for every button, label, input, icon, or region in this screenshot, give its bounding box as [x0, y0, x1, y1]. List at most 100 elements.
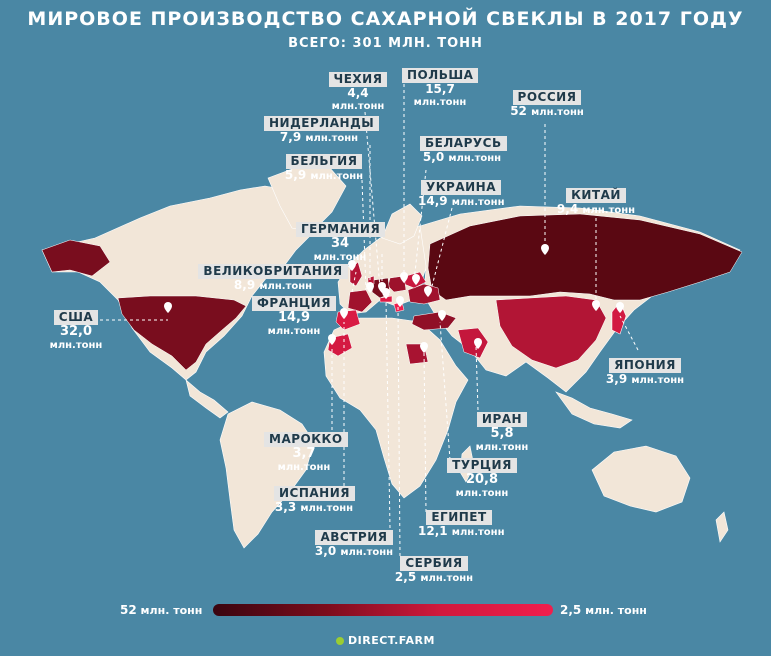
- callout-turkey: ТУРЦИЯ 20,8 млн.тонн: [444, 456, 520, 500]
- japan-value: 3,9: [605, 371, 628, 386]
- egypt-unit: млн.тонн: [451, 526, 505, 538]
- location-pin-icon: [616, 302, 624, 313]
- location-pin-icon: [396, 296, 404, 307]
- leader-austria: [385, 299, 391, 529]
- spain-unit: млн.тонн: [300, 502, 354, 514]
- austria-unit: млн.тонн: [340, 546, 394, 558]
- morocco-name: МАРОККО: [264, 432, 348, 447]
- russia-shape: [427, 213, 743, 301]
- uk-name: ВЕЛИКОБРИТАНИЯ: [198, 264, 348, 279]
- callout-czech: ЧЕХИЯ 4,4 млн.тонн: [322, 70, 394, 113]
- page-subtitle: ВСЕГО: 301 МЛН. ТОНН: [288, 36, 483, 51]
- leader-lines: [88, 84, 639, 557]
- location-pin-icon: [438, 310, 446, 321]
- location-pin-icon: [382, 288, 390, 299]
- turkey-value: 20,8: [465, 471, 499, 487]
- serbia-name: СЕРБИЯ: [400, 556, 468, 571]
- spain-name: ИСПАНИЯ: [274, 486, 356, 501]
- belgium-value: 5,9: [284, 167, 307, 182]
- france-unit: млн.тонн: [267, 326, 321, 338]
- brand-dot-icon: [336, 637, 344, 645]
- new-zealand-land: [715, 511, 729, 543]
- location-pin-icon: [340, 308, 348, 319]
- location-pin-icon: [592, 300, 600, 311]
- iran-value: 5,8: [490, 425, 514, 441]
- austria-value: 3,0: [314, 543, 337, 558]
- france-value: 14,9: [277, 309, 311, 325]
- netherlands-unit: млн.тонн: [305, 132, 359, 144]
- usa-unit: млн.тонн: [49, 340, 103, 352]
- spain-value: 3,3: [274, 499, 297, 514]
- location-pin-icon: [541, 244, 549, 255]
- iran-name: ИРАН: [476, 412, 528, 427]
- belarus-name: БЕЛАРУСЬ: [420, 136, 507, 151]
- morocco-unit: млн.тонн: [277, 462, 331, 474]
- belgium-name: БЕЛЬГИЯ: [285, 154, 363, 169]
- france-name: ФРАНЦИЯ: [252, 296, 336, 311]
- callout-netherlands: НИДЕРЛАНДЫ 7,9 млн.тонн: [264, 114, 380, 144]
- callout-japan: ЯПОНИЯ 3,9 млн.тонн: [604, 356, 686, 386]
- location-pin-icon: [164, 302, 172, 313]
- czech-unit: млн.тонн: [331, 101, 385, 113]
- callout-austria: АВСТРИЯ 3,0 млн.тонн: [314, 528, 394, 558]
- australia-land: [591, 445, 691, 513]
- scale-min-label: 2,5 млн. тонн: [560, 603, 647, 617]
- brand-logo: DIRECT.FARM: [0, 634, 771, 647]
- turkey-name: ТУРЦИЯ: [447, 458, 517, 473]
- scandinavia-land: [381, 203, 423, 245]
- japan-unit: млн.тонн: [631, 374, 685, 386]
- usa-shape: [117, 295, 247, 371]
- iran-shape: [457, 327, 489, 359]
- callout-china: КИТАЙ 9,4 млн.тонн: [556, 186, 636, 216]
- location-pin-icon: [412, 274, 420, 285]
- czech-name: ЧЕХИЯ: [328, 72, 388, 87]
- morocco-value: 3,7: [292, 445, 316, 461]
- scale-max-value: 52: [120, 603, 137, 617]
- location-pin-icon: [474, 338, 482, 349]
- location-pin-icon: [420, 342, 428, 353]
- russia-unit: млн.тонн: [531, 106, 584, 118]
- scale-max-label: 52 млн. тонн: [120, 603, 202, 617]
- location-pin-icon: [424, 286, 432, 297]
- egypt-name: ЕГИПЕТ: [426, 510, 492, 525]
- belarus-unit: млн.тонн: [448, 152, 502, 164]
- location-pin-icon: [328, 334, 336, 345]
- china-name: КИТАЙ: [566, 188, 626, 203]
- belgium-unit: млн.тонн: [310, 170, 364, 182]
- japan-name: ЯПОНИЯ: [609, 358, 681, 373]
- callout-spain: ИСПАНИЯ 3,3 млн.тонн: [274, 484, 356, 514]
- callout-iran: ИРАН 5,8 млн.тонн: [468, 410, 536, 454]
- location-pins: [164, 244, 624, 353]
- russia-name: РОССИЯ: [512, 90, 582, 105]
- callout-belarus: БЕЛАРУСЬ 5,0 млн.тонн: [420, 134, 507, 164]
- leader-japan: [619, 315, 639, 351]
- poland-name: ПОЛЬША: [402, 68, 479, 83]
- serbia-unit: млн.тонн: [420, 572, 474, 584]
- callout-russia: РОССИЯ 52 млн.тонн: [508, 88, 586, 118]
- callout-egypt: ЕГИПЕТ 12,1 млн.тонн: [418, 508, 505, 538]
- leader-ukraine: [429, 207, 453, 295]
- location-pin-icon: [366, 282, 374, 293]
- germany-value: 34: [330, 235, 350, 251]
- color-scale-bar: [213, 604, 553, 616]
- poland-unit: млн.тонн: [413, 97, 467, 109]
- germany-name: ГЕРМАНИЯ: [296, 222, 386, 237]
- ukraine-name: УКРАИНА: [420, 180, 501, 195]
- uk-value: 8,9: [233, 277, 256, 292]
- callout-germany: ГЕРМАНИЯ 34 млн.тонн: [296, 220, 386, 264]
- ukraine-value: 14,9: [418, 193, 448, 208]
- uk-unit: млн.тонн: [259, 280, 313, 292]
- china-value: 9,4: [556, 201, 579, 216]
- leader-egypt: [423, 351, 427, 513]
- czech-value: 4,4: [347, 85, 369, 100]
- central-america-land: [185, 379, 229, 419]
- callout-belgium: БЕЛЬГИЯ 5,9 млн.тонн: [282, 152, 366, 182]
- callout-uk: ВЕЛИКОБРИТАНИЯ 8,9 млн.тонн: [192, 262, 354, 292]
- turkey-unit: млн.тонн: [455, 488, 509, 500]
- china-shape: [495, 295, 607, 369]
- scale-min-value: 2,5: [560, 603, 582, 617]
- usa-value: 32,0: [59, 323, 93, 339]
- south-america-land: [219, 401, 315, 549]
- russia-value: 52: [510, 103, 527, 118]
